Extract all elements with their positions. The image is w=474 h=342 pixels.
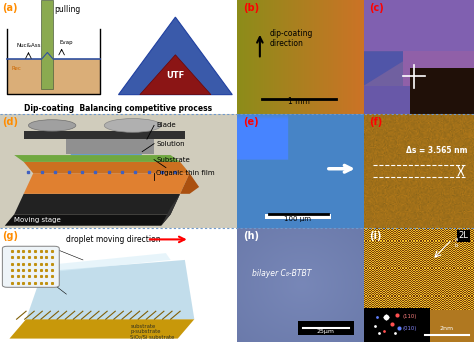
Polygon shape <box>24 162 190 173</box>
Text: Assembly rate: Assembly rate <box>204 36 227 71</box>
Polygon shape <box>9 319 194 339</box>
Polygon shape <box>26 260 194 319</box>
Text: Blade: Blade <box>156 122 176 129</box>
Ellipse shape <box>28 120 76 131</box>
Text: (f): (f) <box>370 117 383 128</box>
Text: (h): (h) <box>243 232 259 241</box>
Text: Nucleation rate: Nucleation rate <box>126 35 149 73</box>
Text: (e): (e) <box>243 117 259 128</box>
Bar <box>364 308 430 342</box>
Bar <box>410 68 474 114</box>
Text: (b): (b) <box>243 3 259 13</box>
Text: droplet moving direction: droplet moving direction <box>66 235 161 244</box>
Text: p-substrate: p-substrate <box>130 329 161 334</box>
Polygon shape <box>161 194 180 226</box>
Text: 100 μm: 100 μm <box>284 216 311 222</box>
Text: pulling: pulling <box>55 4 81 14</box>
Text: Evap: Evap <box>59 40 73 45</box>
Text: bilayer C₈-BTBT: bilayer C₈-BTBT <box>252 269 311 278</box>
Text: Dip-coating  Balancing competitive process: Dip-coating Balancing competitive proces… <box>25 104 212 113</box>
Text: (110): (110) <box>402 314 417 319</box>
Polygon shape <box>5 214 171 226</box>
Polygon shape <box>364 0 474 51</box>
Polygon shape <box>24 173 190 194</box>
Text: 25μm: 25μm <box>317 329 335 334</box>
Polygon shape <box>14 194 180 214</box>
Text: 2nm: 2nm <box>439 326 454 331</box>
Polygon shape <box>364 86 410 114</box>
Text: Solution: Solution <box>156 141 185 147</box>
Text: Organic thin film: Organic thin film <box>156 170 215 176</box>
Text: 2L: 2L <box>459 232 468 240</box>
Text: (i): (i) <box>370 232 382 241</box>
Polygon shape <box>52 253 171 271</box>
Polygon shape <box>118 17 232 95</box>
Text: Substrate: Substrate <box>156 157 190 162</box>
Text: (c): (c) <box>370 3 384 13</box>
Text: (a): (a) <box>2 3 18 13</box>
Polygon shape <box>140 55 211 95</box>
Text: (d): (d) <box>2 117 18 128</box>
Polygon shape <box>66 139 154 154</box>
Text: a
b: a b <box>454 237 458 248</box>
Text: dip-coating
direction: dip-coating direction <box>270 29 313 49</box>
Polygon shape <box>14 155 180 162</box>
Polygon shape <box>364 51 419 86</box>
Text: (g): (g) <box>2 232 18 241</box>
Polygon shape <box>24 131 185 139</box>
Text: Moving stage: Moving stage <box>14 217 61 223</box>
Bar <box>41 0 53 89</box>
Polygon shape <box>66 148 142 155</box>
Text: Rec: Rec <box>12 66 22 71</box>
Text: Nuc&Ass: Nuc&Ass <box>17 43 41 48</box>
FancyBboxPatch shape <box>2 246 59 287</box>
Bar <box>298 321 354 335</box>
Ellipse shape <box>104 119 161 132</box>
Bar <box>7 59 100 93</box>
Text: (010): (010) <box>402 326 417 331</box>
Text: UTF: UTF <box>166 71 184 80</box>
Text: Δs = 3.565 nm: Δs = 3.565 nm <box>406 146 467 155</box>
Polygon shape <box>180 173 199 194</box>
Polygon shape <box>402 51 474 86</box>
Text: 1 mm: 1 mm <box>288 97 310 106</box>
Text: substrate: substrate <box>130 324 155 329</box>
Bar <box>265 214 331 219</box>
Text: SiO₂/Si substrate: SiO₂/Si substrate <box>130 335 175 340</box>
Text: Recession rate: Recession rate <box>155 99 196 104</box>
